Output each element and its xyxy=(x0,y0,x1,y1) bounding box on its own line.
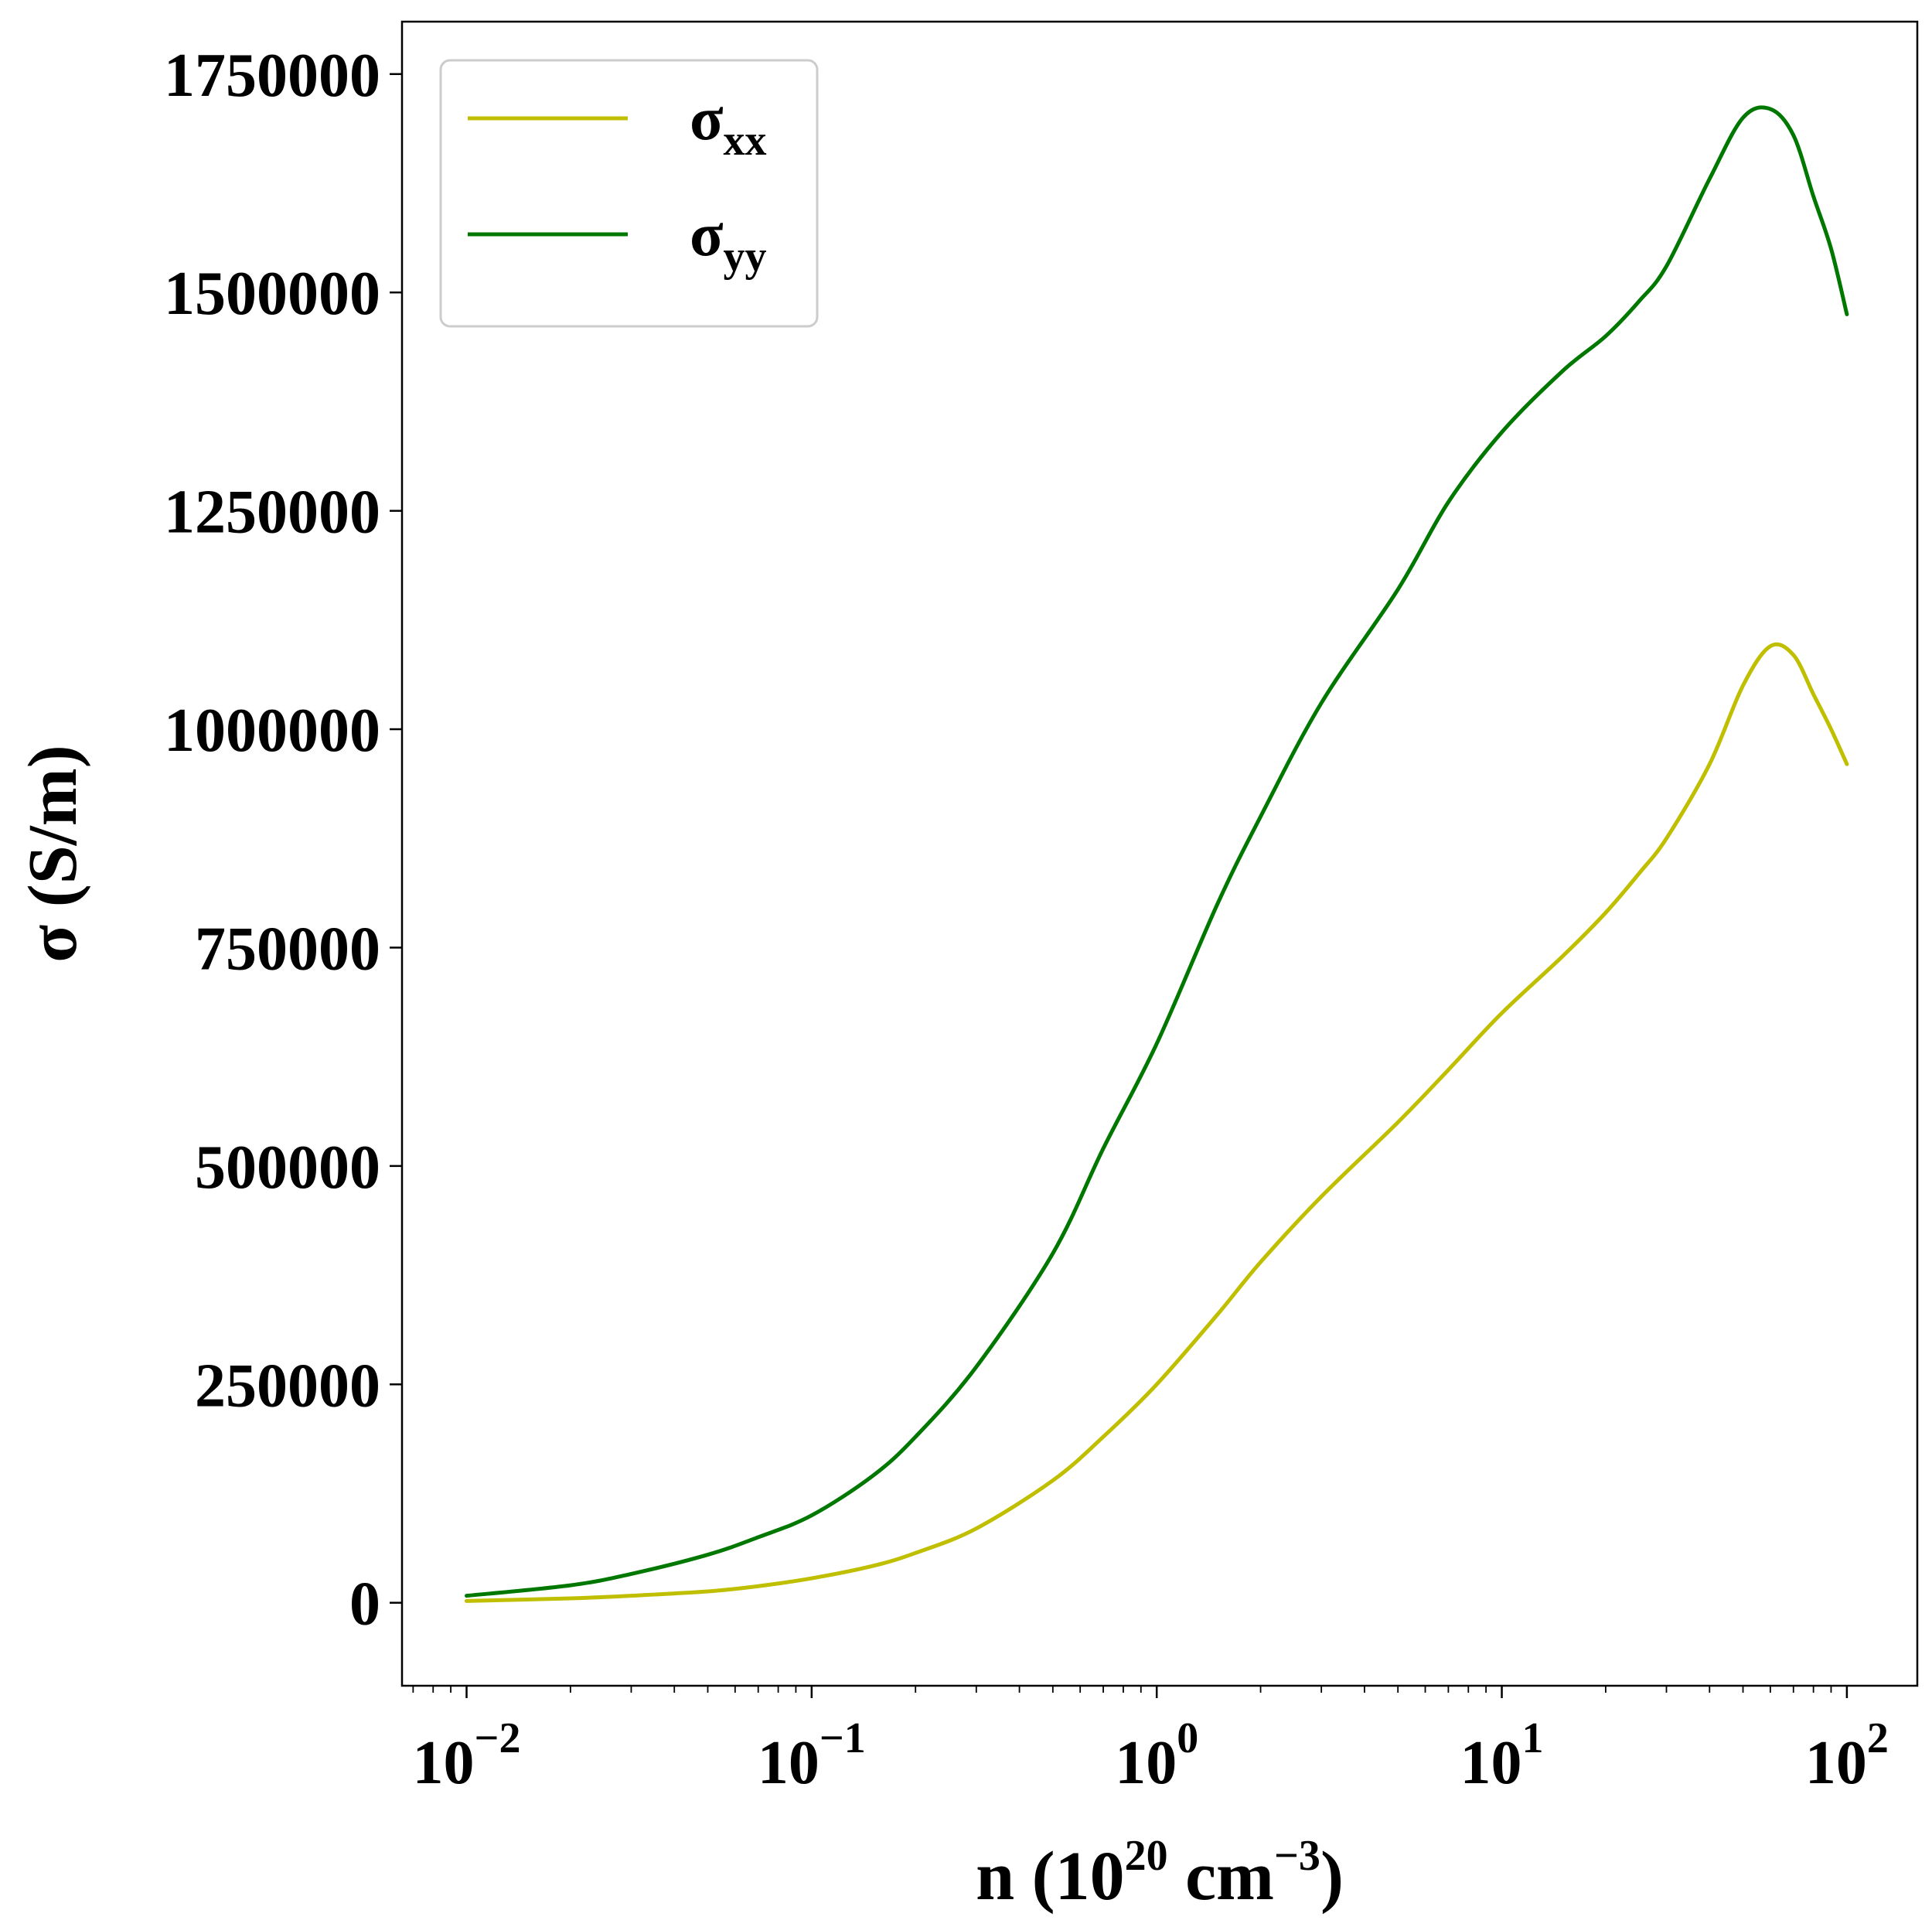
y-tick-label: 250000 xyxy=(195,1352,380,1420)
y-tick-label: 500000 xyxy=(195,1134,380,1202)
x-axis-title-main: n (10 xyxy=(976,1838,1125,1915)
x-axis: 10−2 10−1 100 101 102 xyxy=(412,1686,1889,1797)
y-tick-label: 0 xyxy=(349,1571,380,1639)
x-tick-label: 101 xyxy=(1460,1714,1544,1797)
y-tick-label: 1000000 xyxy=(164,697,380,765)
y-tick-label: 1250000 xyxy=(164,479,380,547)
x-axis-title-exp2: −3 xyxy=(1274,1832,1320,1880)
x-tick-label: 10−2 xyxy=(413,1714,521,1797)
legend-label-sigma-xx: σxx xyxy=(690,85,767,165)
legend: σxx σyy xyxy=(439,59,819,328)
y-axis: 0 250000 500000 750000 1000000 1250000 1500000… xyxy=(164,42,402,1639)
legend-label-sigma-xx-base: σ xyxy=(690,85,724,153)
y-tick-label: 1750000 xyxy=(164,42,380,110)
x-tick-label: 102 xyxy=(1805,1714,1889,1797)
y-axis-title: σ (S/m) xyxy=(15,745,91,962)
series-line-sigma-xx xyxy=(465,642,1849,1603)
legend-box xyxy=(439,59,819,328)
x-axis-title-exp1: 20 xyxy=(1125,1832,1168,1880)
x-tick-label: 10−1 xyxy=(758,1714,866,1797)
x-axis-title-mid: cm xyxy=(1168,1838,1274,1915)
y-tick-label: 750000 xyxy=(195,915,380,983)
legend-label-sigma-yy-base: σ xyxy=(690,201,724,269)
series-line-sigma-yy xyxy=(465,105,1849,1598)
legend-label-sigma-xx-sub: xx xyxy=(724,117,767,165)
x-axis-title-tail: ) xyxy=(1320,1838,1344,1915)
plot-area xyxy=(400,20,1919,1687)
x-axis-title: n (1020 cm−3) xyxy=(976,1832,1344,1915)
series-layer xyxy=(465,105,1849,1603)
y-tick-label: 1500000 xyxy=(164,260,380,328)
legend-label-sigma-yy-sub: yy xyxy=(724,233,767,281)
x-tick-label: 100 xyxy=(1115,1714,1198,1797)
legend-label-sigma-yy: σyy xyxy=(690,201,767,281)
